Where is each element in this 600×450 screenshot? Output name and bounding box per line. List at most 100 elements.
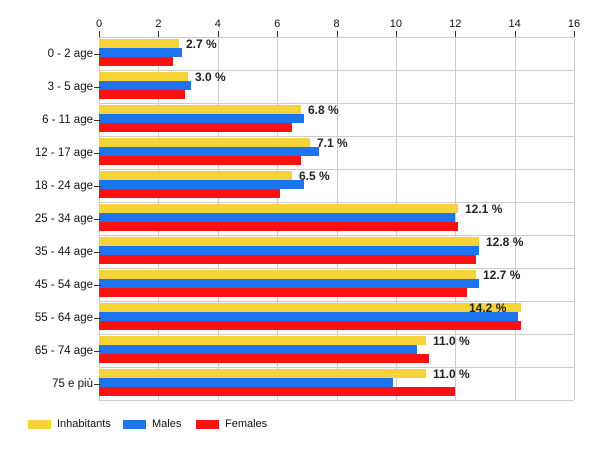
- category-tick: [94, 54, 101, 55]
- x-axis-tick-label: 8: [333, 18, 340, 30]
- bar-females: [99, 288, 468, 297]
- bar-inhabitants: [99, 72, 189, 81]
- bar-inhabitants: [99, 39, 180, 48]
- category-label: 75 e più: [52, 377, 93, 390]
- bar-males: [99, 246, 479, 255]
- bar-inhabitants: [99, 270, 476, 279]
- category-tick: [94, 318, 101, 319]
- horizontal-gridline: [99, 400, 574, 401]
- horizontal-gridline: [99, 367, 574, 368]
- category-tick: [94, 285, 101, 286]
- category-tick: [94, 153, 101, 154]
- legend-item-inhabitants: Inhabitants: [28, 418, 111, 430]
- bar-inhabitants: [99, 237, 479, 246]
- bar-males: [99, 81, 191, 90]
- horizontal-gridline: [99, 268, 574, 269]
- bar-inhabitants: [99, 336, 426, 345]
- horizontal-gridline: [99, 334, 574, 335]
- bar-males: [99, 279, 479, 288]
- category-label: 25 - 34 age: [34, 212, 93, 225]
- x-axis-tick-label: 10: [389, 18, 402, 30]
- category-label: 3 - 5 age: [47, 80, 93, 93]
- category-label: 45 - 54 age: [34, 278, 93, 291]
- category-label: 65 - 74 age: [34, 344, 93, 357]
- legend-swatch-females: [196, 419, 219, 429]
- category-label: 6 - 11 age: [42, 113, 93, 126]
- x-axis-tick: [395, 31, 397, 37]
- x-axis-tick-label: 0: [95, 18, 103, 30]
- x-axis-tick: [158, 31, 160, 37]
- bar-males: [99, 213, 456, 222]
- horizontal-gridline: [99, 202, 574, 203]
- category-tick: [94, 351, 101, 352]
- value-label: 11.0 %: [433, 366, 470, 381]
- horizontal-gridline: [99, 37, 574, 38]
- horizontal-gridline: [99, 70, 574, 71]
- x-axis-tick: [574, 31, 575, 37]
- category-label: 12 - 17 age: [34, 146, 93, 159]
- x-axis-tick-label: 4: [214, 18, 221, 30]
- value-label: 2.7 %: [186, 36, 217, 51]
- horizontal-gridline: [99, 301, 574, 302]
- legend-swatch-males: [123, 419, 146, 429]
- x-axis-tick: [455, 31, 457, 37]
- x-axis-tick-label: 12: [449, 18, 462, 30]
- x-axis-tick: [277, 31, 279, 37]
- bar-males: [99, 114, 304, 123]
- bar-males: [99, 312, 518, 321]
- category-tick: [94, 186, 101, 187]
- category-tick: [94, 87, 101, 88]
- bar-inhabitants: [99, 105, 301, 114]
- bar-females: [99, 321, 521, 330]
- bar-inhabitants: [99, 369, 426, 378]
- category-label: 55 - 64 age: [34, 311, 93, 324]
- value-label: 6.8 %: [308, 102, 339, 117]
- value-label: 12.8 %: [486, 234, 524, 249]
- bar-males: [99, 180, 304, 189]
- bar-males: [99, 147, 319, 156]
- legend-item-males: Males: [123, 418, 182, 430]
- bar-males: [99, 378, 393, 387]
- bar-females: [99, 90, 186, 99]
- legend-label-inhabitants: Inhabitants: [57, 418, 111, 430]
- value-label: 3.0 %: [195, 69, 226, 84]
- category-tick: [94, 252, 101, 253]
- x-axis-tick-label: 16: [567, 18, 581, 30]
- x-axis-tick-label: 14: [508, 18, 521, 30]
- vertical-gridline: [514, 37, 516, 400]
- bar-inhabitants: [99, 303, 521, 312]
- legend-item-females: Females: [196, 418, 267, 430]
- x-axis-tick-label: 2: [155, 18, 162, 30]
- category-label: 0 - 2 age: [47, 47, 93, 60]
- value-label: 12.7 %: [483, 267, 521, 282]
- bar-females: [99, 387, 456, 396]
- category-label: 35 - 44 age: [34, 245, 93, 258]
- category-label: 18 - 24 age: [34, 179, 93, 192]
- category-tick: [94, 120, 101, 121]
- x-axis-tick: [336, 31, 338, 37]
- bar-males: [99, 345, 417, 354]
- bar-females: [99, 189, 281, 198]
- category-tick: [94, 219, 101, 220]
- bar-inhabitants: [99, 204, 459, 213]
- bar-females: [99, 57, 174, 66]
- value-label: 11.0 %: [433, 333, 470, 348]
- value-label: 14.2 %: [469, 300, 507, 315]
- horizontal-gridline: [99, 235, 574, 236]
- bar-inhabitants: [99, 138, 310, 147]
- category-tick: [94, 384, 101, 385]
- vertical-gridline: [455, 37, 457, 400]
- vertical-gridline: [574, 37, 575, 400]
- horizontal-gridline: [99, 103, 574, 104]
- value-label: 6.5 %: [299, 168, 330, 183]
- bar-females: [99, 156, 301, 165]
- x-axis-tick: [514, 31, 516, 37]
- horizontal-gridline: [99, 136, 574, 137]
- legend-swatch-inhabitants: [28, 419, 51, 429]
- x-axis-tick: [99, 31, 100, 37]
- x-axis-tick-label: 6: [274, 18, 281, 30]
- legend-label-males: Males: [152, 418, 182, 430]
- plot-area: [99, 37, 575, 401]
- bar-females: [99, 255, 476, 264]
